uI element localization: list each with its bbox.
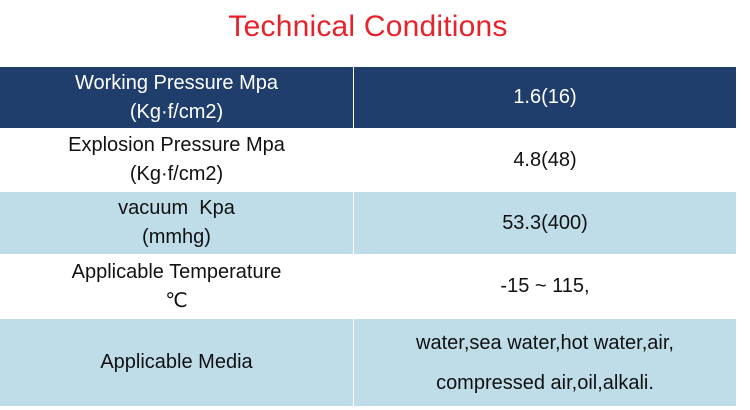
- row-value: -15 ~ 115,: [353, 255, 736, 318]
- row-label: Working Pressure Mpa (Kg·f/cm2): [0, 67, 353, 128]
- row-value-text: 53.3(400): [502, 211, 588, 234]
- row-label-line1: Applicable Temperature: [71, 260, 282, 283]
- row-value: 53.3(400): [353, 192, 736, 254]
- table-row-vacuum: vacuum Kpa (mmhg) 53.3(400): [0, 192, 736, 255]
- row-label-line2: (Kg·f/cm2): [129, 163, 224, 185]
- table-row-working-pressure: Working Pressure Mpa (Kg·f/cm2) 1.6(16): [0, 67, 736, 129]
- table-row-applicable-media: Applicable Media water,sea water,hot wat…: [0, 319, 736, 407]
- row-value: 4.8(48): [353, 129, 736, 191]
- row-label-line2: (Kg·f/cm2): [129, 100, 224, 123]
- page-title: Technical Conditions: [228, 10, 508, 43]
- row-label-line2: (mmhg): [142, 226, 211, 248]
- row-label-line1: Working Pressure Mpa: [74, 71, 279, 94]
- row-value: water,sea water,hot water,air, compresse…: [353, 319, 736, 406]
- table-row-applicable-temperature: Applicable Temperature ℃ -15 ~ 115,: [0, 255, 736, 319]
- table-row-explosion-pressure: Explosion Pressure Mpa (Kg·f/cm2) 4.8(48…: [0, 129, 736, 192]
- row-value-line1: water,sea water,hot water,air,: [416, 331, 674, 354]
- row-label: Applicable Media: [0, 319, 353, 406]
- row-value-text: 1.6(16): [513, 86, 577, 108]
- row-value-text: -15 ~ 115,: [500, 275, 590, 297]
- row-label-line1: Explosion Pressure Mpa: [68, 134, 285, 156]
- row-value-line2: compressed air,oil,alkali.: [436, 371, 654, 394]
- technical-conditions-table: Working Pressure Mpa (Kg·f/cm2) 1.6(16) …: [0, 66, 736, 407]
- row-label: Explosion Pressure Mpa (Kg·f/cm2): [0, 129, 353, 191]
- row-value: 1.6(16): [353, 67, 736, 128]
- row-label-line1: Applicable Media: [100, 351, 253, 373]
- row-label: Applicable Temperature ℃: [0, 255, 353, 318]
- row-label-line2: ℃: [165, 289, 188, 312]
- row-value-text: 4.8(48): [513, 148, 577, 171]
- row-label-line1: vacuum Kpa: [118, 197, 235, 219]
- row-label: vacuum Kpa (mmhg): [0, 192, 353, 254]
